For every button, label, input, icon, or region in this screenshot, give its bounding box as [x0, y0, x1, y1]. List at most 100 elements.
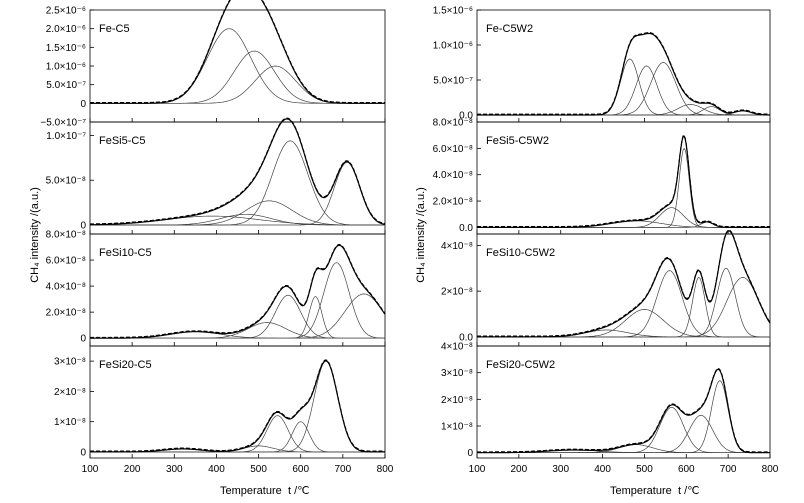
panel-6: 4×10⁻⁸ 2×10⁻⁸ 0.0 FeSi10-C5W2 [441, 229, 771, 347]
xlabel-right: Temperature [610, 485, 672, 497]
panel-3-ytick-label: 1×10⁻⁸ [54, 417, 86, 428]
panel-3-peak-3 [90, 421, 385, 453]
panel-0-ytick-label: −5.0×10⁻⁷ [40, 118, 86, 129]
panel-3-experimental [90, 359, 385, 452]
panel-1-peak-2 [90, 200, 385, 226]
panel-2-fit-sum [90, 244, 386, 339]
panel-2-ytick-label: 4.0×10⁻⁸ [46, 282, 86, 293]
panel-7-xtick-label: 200 [511, 464, 528, 475]
panel-3-xtick-label: 200 [124, 464, 141, 475]
xunit-right: t /℃ [678, 485, 700, 497]
panels: 2.5×10⁻⁶ 2.0×10⁻⁶ 1.5×10⁻⁶ 1.0×10⁻⁶ 5.0×10⁻⁷… [40, 0, 779, 476]
panel-2-ytick-label: 2.0×10⁻⁸ [46, 308, 86, 319]
panel-3-xtick-label: 300 [166, 464, 183, 475]
panel-4: 1.5×10⁻⁶ 1.0×10⁻⁶ 5.0×10⁻⁷ 0.0 Fe-C5W2 [433, 6, 771, 123]
panel-3-xtick-label: 700 [335, 464, 352, 475]
panel-2-experimental [90, 244, 386, 338]
panel-0-ytick-label: 2.5×10⁻⁶ [46, 6, 86, 17]
panel-5-ytick-label: 4.0×10⁻⁸ [433, 170, 473, 181]
panel-7-xtick-label: 500 [636, 464, 653, 475]
panel-3-xtick-label: 400 [208, 464, 225, 475]
panel-1-ytick-label: 5.0×10⁻⁸ [46, 176, 86, 187]
panel-7-frame [476, 345, 771, 459]
panel-6-title: FeSi10-C5W2 [486, 247, 555, 259]
panel-2-peak-1 [90, 322, 385, 339]
panel-5-title: FeSi5-C5W2 [486, 135, 549, 147]
panel-7-xtick-label: 400 [594, 464, 611, 475]
panel-2-ytick-label: 0 [80, 334, 86, 345]
panel-6-ytick-label: 4×10⁻⁸ [441, 241, 473, 252]
panel-5: 8.0×10⁻⁸ 6.0×10⁻⁸ 4.0×10⁻⁸ 2.0×10⁻⁸ 0.0 FeSi5… [433, 118, 771, 235]
panel-3-peak-2 [90, 415, 385, 453]
panel-6-experimental [477, 229, 771, 337]
panel-0-experimental [90, 0, 385, 104]
panel-7: 4×10⁻⁸ 3×10⁻⁸ 2×10⁻⁸ 1×10⁻⁸ 0 100 200 300 400 500… [441, 342, 779, 476]
panel-5-ytick-label: 2.0×10⁻⁸ [433, 197, 473, 208]
panel-3-ytick-label: 0 [80, 447, 86, 458]
panel-2-ytick-label: 8.0×10⁻⁸ [46, 230, 86, 241]
panel-5-ytick-label: 8.0×10⁻⁸ [433, 118, 473, 129]
panel-1-title: FeSi5-C5 [99, 135, 145, 147]
panel-0-ytick-label: 5.0×10⁻⁷ [46, 80, 86, 91]
panel-7-experimental [477, 368, 770, 453]
panel-2-title: FeSi10-C5 [99, 247, 152, 259]
panel-0-peak-2 [90, 65, 385, 104]
panel-7-xtick-label: 700 [720, 464, 737, 475]
panel-7-ytick-label: 1×10⁻⁸ [441, 422, 473, 433]
panel-0-ytick-label: 0 [80, 99, 86, 110]
panel-0-peak-1 [90, 50, 385, 104]
xlabel-left: Temperature [220, 485, 282, 497]
panel-2-peak-4 [90, 262, 385, 339]
panel-7-ytick-label: 4×10⁻⁸ [441, 342, 473, 353]
panel-2: 8.0×10⁻⁸ 6.0×10⁻⁸ 4.0×10⁻⁸ 2.0×10⁻⁸ 0 FeSi10-… [46, 230, 386, 347]
panel-3-peak-4 [90, 360, 385, 453]
panel-0-ytick-label: 1.0×10⁻⁶ [46, 62, 86, 73]
panel-6-peak-1 [477, 309, 770, 338]
panel-5-ytick-label: 0.0 [459, 223, 473, 234]
xunit-left: t /℃ [288, 485, 310, 497]
panel-6-peak-5 [477, 277, 771, 338]
panel-5-experimental [477, 134, 770, 228]
panel-3-xtick-label: 500 [250, 464, 267, 475]
panel-7-title: FeSi20-C5W2 [486, 359, 555, 371]
panel-2-ytick-label: 6.0×10⁻⁸ [46, 256, 86, 267]
panel-5-ytick-label: 6.0×10⁻⁸ [433, 144, 473, 155]
panel-6-ytick-label: 0.0 [459, 332, 473, 343]
panel-7-peak-3 [477, 414, 770, 454]
panel-1-ytick-label: 0 [80, 221, 86, 232]
panel-1-peak-4 [90, 161, 386, 226]
panel-3-title: FeSi20-C5 [99, 359, 152, 371]
panel-4-ytick-label: 5.0×10⁻⁷ [433, 76, 473, 87]
panel-0-fit-sum [90, 0, 385, 104]
panel-0: 2.5×10⁻⁶ 2.0×10⁻⁶ 1.5×10⁻⁶ 1.0×10⁻⁶ 5.0×10⁻⁷… [40, 0, 386, 129]
panel-7-xtick-label: 800 [762, 464, 779, 475]
panel-0-ytick-label: 1.5×10⁻⁶ [46, 43, 86, 54]
panel-7-xtick-label: 600 [678, 464, 695, 475]
panel-3-xtick-label: 600 [292, 464, 309, 475]
panel-7-ytick-label: 0 [467, 448, 473, 459]
panel-6-peak-3 [477, 276, 770, 338]
panel-4-experimental [477, 32, 770, 115]
panel-3-xtick-label: 100 [82, 464, 99, 475]
panel-6-peak-2 [477, 270, 770, 338]
panel-4-ytick-label: 1.0×10⁻⁶ [433, 41, 473, 52]
panel-7-fit-sum [477, 368, 770, 454]
panel-5-peak-2 [477, 147, 770, 228]
panel-3-xtick-label: 800 [377, 464, 394, 475]
panel-3-fit-sum [90, 360, 385, 453]
ylabel-left: CH₄ intensity /(a.u.) [29, 187, 41, 283]
panel-5-fit-sum [477, 135, 770, 228]
panel-3-ytick-label: 2×10⁻⁸ [54, 387, 86, 398]
panel-4-peak-1 [477, 65, 770, 116]
panel-3-ytick-label: 3×10⁻⁸ [54, 357, 86, 368]
panel-5-peak-1 [477, 207, 770, 228]
ylabel-right: CH₄ intensity /(a.u.) [415, 187, 427, 283]
panel-1-peak-3 [90, 140, 385, 226]
panel-4-title: Fe-C5W2 [486, 23, 533, 35]
panel-0-title: Fe-C5 [99, 23, 130, 35]
panel-1: 1.0×10⁻⁷ 5.0×10⁻⁸ 0 FeSi5-C5 [46, 117, 386, 235]
panel-0-ytick-label: 2.0×10⁻⁶ [46, 24, 86, 35]
panel-7-xtick-label: 300 [552, 464, 569, 475]
panel-6-ytick-label: 2×10⁻⁸ [441, 287, 473, 298]
